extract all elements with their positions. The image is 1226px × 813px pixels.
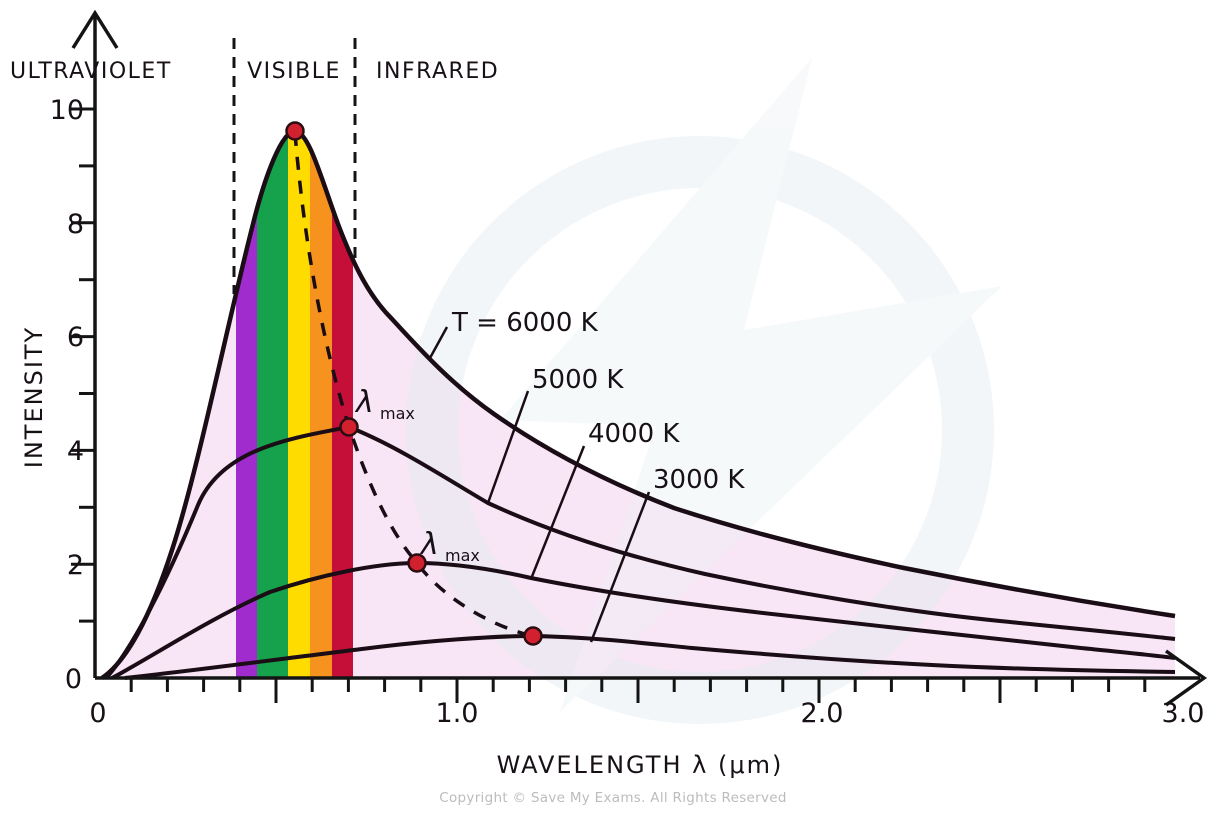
leader-lines-group [428,326,651,643]
lambda-subscript: max [380,404,415,423]
copyright-text: Copyright © Save My Exams. All Rights Re… [439,790,787,806]
peak-dot-6000k [285,121,305,141]
x-axis-title: WAVELENGTH λ (μm) [497,751,784,779]
curve-4000k [111,560,1176,680]
y-tick-10: 10 [50,95,84,126]
x-tick-3: 3.0 [1162,698,1205,729]
x-tick-labels: 0 1.0 2.0 3.0 [89,698,1204,729]
x-tick-2: 2.0 [801,698,844,729]
stripe-violet [236,131,257,678]
y-tick-labels: 10 8 6 4 2 0 [50,95,84,695]
label-ultraviolet: ULTRAVIOLET [10,59,172,84]
curve-6000k [100,128,1176,680]
peak-dot-5000k [339,417,359,437]
area-under-6000k [102,131,1175,678]
y-tick-8: 8 [67,209,84,240]
axes-group [71,9,1208,707]
label-visible: VISIBLE [247,59,341,84]
peak-dot-3000k [523,626,543,646]
lambda-max-locus [293,132,534,638]
label-4000k: 4000 K [588,419,680,449]
y-axis-arrowhead [71,9,119,49]
lambda-subscript: max [445,546,480,565]
x-axis-arrowhead [1164,649,1208,707]
label-6000k: T = 6000 K [451,308,599,338]
label-5000k: 5000 K [532,365,624,395]
curve-5000k [104,424,1176,680]
y-tick-0: 0 [65,664,82,695]
stripe-yellow [288,131,310,678]
leader-3000k [589,491,651,643]
curve-3000k [124,633,1176,680]
peak-dot-4000k [407,553,427,573]
stripe-orange [310,131,332,678]
leader-5000k [486,390,530,504]
lambda-glyph: λ [419,527,439,562]
x-tick-0: 0 [89,698,106,729]
label-3000k: 3000 K [653,465,745,495]
leader-4000k [529,445,586,580]
lambda-max-annotation-1: λ max [354,385,415,423]
y-axis-title: INTENSITY [20,326,48,468]
lambda-max-annotation-2: λ max [419,527,480,565]
y-tick-4: 4 [67,436,84,467]
peak-dots-group [285,121,543,646]
y-tick-6: 6 [67,322,84,353]
watermark-logo [406,58,1002,724]
leader-6000k [428,326,449,359]
label-infrared: INFRARED [376,59,499,84]
visible-spectrum-band [236,131,353,678]
lambda-glyph: λ [354,385,374,420]
stripe-crimson [332,131,353,678]
y-tick-2: 2 [67,550,84,581]
tick-marks-group [71,107,1147,703]
curves-group [100,128,1176,680]
x-tick-1: 1.0 [436,698,479,729]
